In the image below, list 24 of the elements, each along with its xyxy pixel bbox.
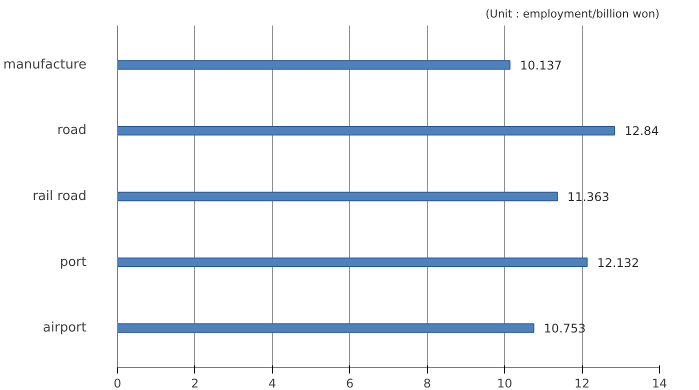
y-tick-label: port xyxy=(60,254,87,270)
bar xyxy=(118,192,558,202)
x-tick-label: 12 xyxy=(574,376,590,390)
bar xyxy=(118,60,510,70)
x-tick-label: 6 xyxy=(346,376,354,390)
y-tick-label: rail road xyxy=(32,189,87,204)
bar xyxy=(118,257,588,268)
x-tick-label: 0 xyxy=(114,376,122,390)
text: (Unit : employment/billion won) xyxy=(485,8,660,20)
y-tick-label: manufacture xyxy=(3,57,87,72)
y-tick-label: airport xyxy=(42,320,87,336)
bar xyxy=(118,323,534,333)
x-tick-label: 2 xyxy=(191,376,199,390)
bar xyxy=(118,126,616,136)
x-tick-label: 10 xyxy=(497,376,512,390)
data-label: 12.132 xyxy=(597,256,640,270)
data-label: 10.753 xyxy=(544,322,586,336)
y-tick-label: road xyxy=(57,123,87,138)
data-label: 12.84 xyxy=(624,124,659,138)
x-tick-label: 4 xyxy=(268,376,276,390)
x-tick-label: 8 xyxy=(423,376,432,390)
x-tick-label: 14 xyxy=(652,376,668,390)
data-label: 10.137 xyxy=(520,58,562,72)
data-label: 11.363 xyxy=(567,190,610,204)
